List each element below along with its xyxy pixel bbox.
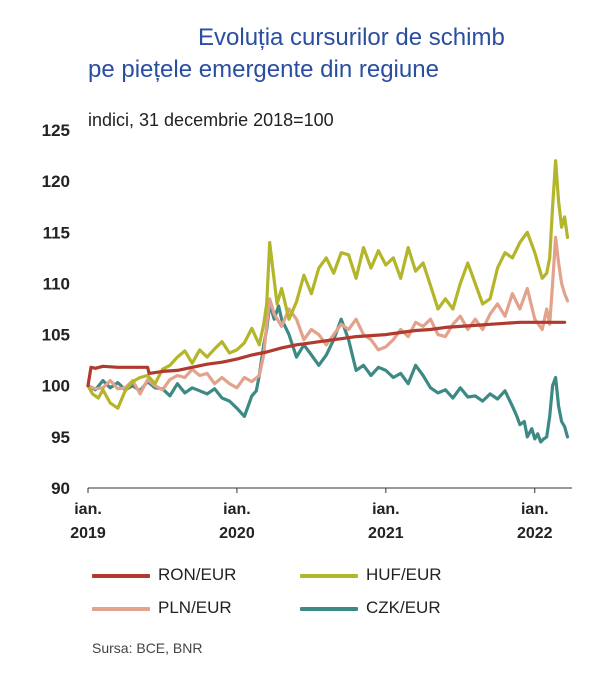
x-tick-label-year-2019: 2019: [70, 525, 106, 542]
chart-title: Evoluția cursurilor de schimb pe piețele…: [0, 22, 600, 86]
y-tick-label-120: 120: [42, 172, 70, 191]
series-line-ron: [86, 320, 567, 388]
legend-label-pln: PLN/EUR: [158, 598, 232, 617]
y-tick-label-115: 115: [43, 223, 70, 242]
legend-item-czk: CZK/EUR: [300, 598, 441, 618]
legend-label-czk: CZK/EUR: [366, 598, 441, 617]
x-tick-label-year-2021: 2021: [368, 525, 404, 542]
legend-item-huf: HUF/EUR: [300, 565, 442, 585]
series-line-czk: [86, 302, 570, 444]
legend-swatch-czk: [300, 606, 358, 611]
chart-title-line-2: pe piețele emergente din regiune: [88, 56, 439, 83]
y-axis-unit-label: indici, 31 decembrie 2018=100: [88, 110, 334, 130]
chart-title-line-1: Evoluția cursurilor de schimb: [198, 24, 505, 51]
series-lines: [86, 159, 570, 444]
y-tick-label-110: 110: [43, 274, 70, 293]
y-axis: 90 95 100 105 110 115 120 125: [42, 121, 70, 498]
y-tick-label-90: 90: [51, 479, 70, 498]
source-note: Sursa: BCE, BNR: [92, 640, 203, 656]
y-tick-label-125: 125: [42, 121, 70, 140]
x-tick-label-month-2022: ian.: [521, 501, 549, 518]
legend-item-pln: PLN/EUR: [92, 598, 232, 618]
x-tick-label-year-2022: 2022: [517, 525, 553, 542]
y-tick-label-95: 95: [51, 428, 70, 447]
series-line-pln: [86, 235, 570, 396]
legend-item-ron: RON/EUR: [92, 565, 236, 585]
legend-label-ron: RON/EUR: [158, 565, 237, 584]
legend-swatch-ron: [92, 573, 150, 578]
x-tick-label-month-2021: ian.: [372, 501, 400, 518]
series-line-huf: [86, 159, 570, 410]
legend-swatch-huf: [300, 573, 358, 578]
y-tick-label-105: 105: [42, 326, 70, 345]
x-tick-label-month-2020: ian.: [223, 501, 251, 518]
legend-label-huf: HUF/EUR: [366, 565, 442, 584]
legend-swatch-pln: [92, 606, 150, 611]
y-tick-label-100: 100: [42, 377, 70, 396]
x-axis: ian. 2019 ian. 2020 ian. 2021 ian. 2022: [70, 487, 572, 542]
x-tick-label-year-2020: 2020: [219, 525, 255, 542]
x-tick-label-month-2019: ian.: [74, 501, 102, 518]
